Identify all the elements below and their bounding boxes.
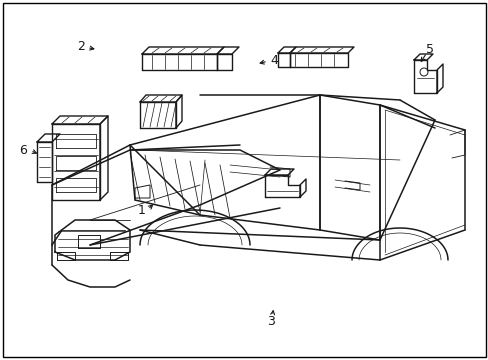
- Text: 6: 6: [20, 144, 27, 157]
- Text: 1: 1: [138, 204, 145, 217]
- Text: 5: 5: [426, 43, 433, 56]
- Text: 4: 4: [269, 54, 277, 67]
- Text: 3: 3: [267, 315, 275, 328]
- Text: 2: 2: [77, 40, 84, 53]
